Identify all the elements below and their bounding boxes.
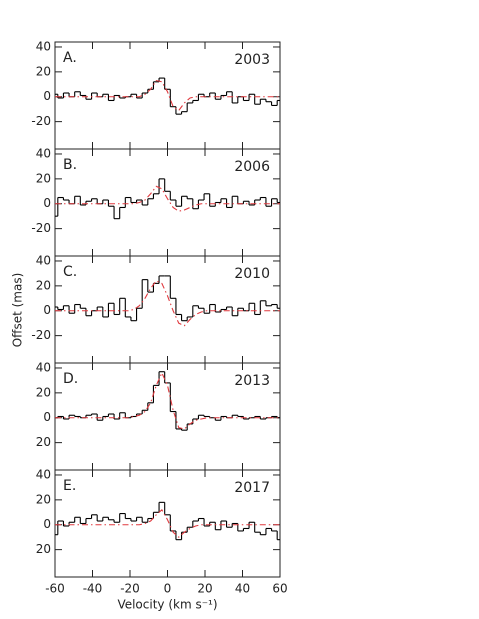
x-tick-label: 0: [164, 582, 172, 596]
y-tick-label: -20: [31, 114, 51, 128]
panel-label: C.: [63, 264, 77, 280]
panel-label: D.: [63, 371, 78, 387]
y-tick-label: 20: [36, 385, 51, 399]
y-tick-label: 40: [36, 467, 51, 481]
panel-year: 2013: [234, 373, 270, 389]
panel-label: B.: [63, 157, 77, 173]
x-tick-label: 40: [235, 582, 250, 596]
y-axis-label: Offset (mas): [11, 273, 25, 348]
y-tick-label: 0: [43, 196, 51, 210]
y-tick-label: 40: [36, 146, 51, 160]
panel-year: 2006: [234, 159, 270, 175]
y-tick-label: 40: [36, 360, 51, 374]
panel-year: 2017: [234, 480, 270, 496]
y-tick-label: 0: [43, 89, 51, 103]
y-tick-label: 40: [36, 39, 51, 53]
model-curve: [55, 280, 280, 327]
y-tick-label: 20: [36, 492, 51, 506]
y-tick-label: 0: [43, 303, 51, 317]
x-tick-label: 60: [272, 582, 287, 596]
x-axis-label: Velocity (km s⁻¹): [117, 598, 217, 612]
y-tick-label: 0: [43, 410, 51, 424]
y-tick-label: -20: [31, 221, 51, 235]
y-tick-label: 20: [36, 542, 51, 556]
x-tick-label: -60: [45, 582, 65, 596]
model-curve: [55, 371, 280, 430]
model-curve: [55, 508, 280, 538]
y-tick-label: 20: [36, 278, 51, 292]
y-tick-label: 20: [36, 171, 51, 185]
y-tick-label: -20: [31, 328, 51, 342]
x-tick-label: -20: [120, 582, 140, 596]
model-curve: [55, 185, 280, 212]
y-tick-label: 20: [36, 435, 51, 449]
panel-label: E.: [63, 478, 76, 494]
panel-year: 2010: [234, 266, 270, 282]
model-curve: [55, 79, 280, 112]
panel-label: A.: [63, 50, 77, 66]
y-tick-label: 20: [36, 64, 51, 78]
y-tick-label: 0: [43, 517, 51, 531]
x-tick-label: -40: [83, 582, 103, 596]
panel-year: 2003: [234, 52, 270, 68]
y-tick-label: 40: [36, 253, 51, 267]
x-tick-label: 20: [197, 582, 212, 596]
